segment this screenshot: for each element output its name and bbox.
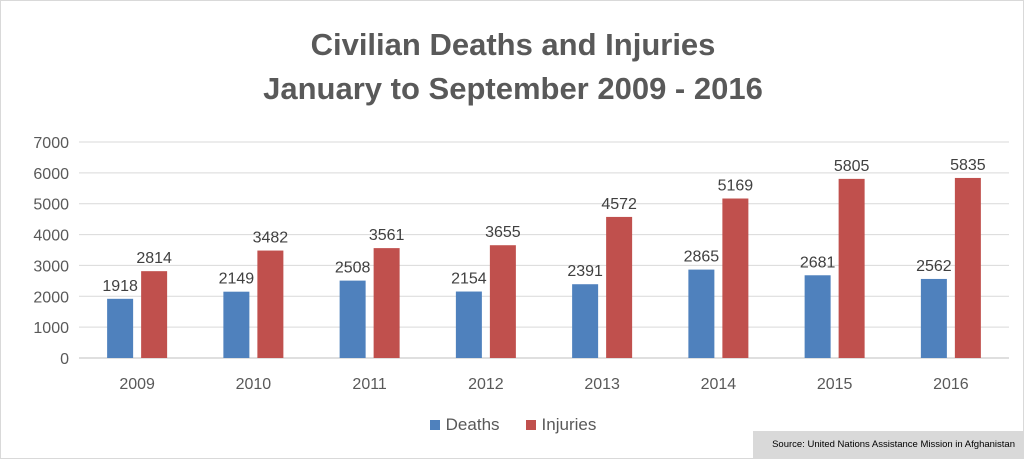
y-axis: 0 1000 2000 3000 4000 5000 6000 7000 bbox=[33, 135, 69, 368]
y-tick-label-5000: 5000 bbox=[33, 197, 69, 214]
y-tick-label-7000: 7000 bbox=[33, 135, 69, 152]
legend-label-injuries: Injuries bbox=[541, 415, 597, 434]
bar-injuries-2009 bbox=[141, 271, 168, 358]
x-tick-label-2011: 2011 bbox=[352, 376, 387, 393]
y-tick-label-2000: 2000 bbox=[33, 289, 69, 306]
bar-deaths-2011 bbox=[339, 280, 366, 358]
y-tick-label-6000: 6000 bbox=[33, 166, 69, 183]
data-label-deaths-2016: 2562 bbox=[916, 258, 952, 275]
data-label-deaths-2012: 2154 bbox=[451, 271, 487, 288]
data-label-deaths-2015: 2681 bbox=[800, 254, 836, 271]
bar-deaths-2016 bbox=[920, 278, 947, 358]
x-axis: 2009 2010 2011 2012 2013 2014 2015 2016 bbox=[119, 376, 968, 393]
data-label-injuries-2009: 2814 bbox=[136, 250, 172, 267]
source-note: Source: United Nations Assistance Missio… bbox=[753, 431, 1023, 458]
data-label-deaths-2010: 2149 bbox=[219, 271, 255, 288]
y-tick-label-1000: 1000 bbox=[33, 320, 69, 337]
y-tick-label-3000: 3000 bbox=[33, 258, 69, 275]
legend-swatch-injuries bbox=[525, 420, 536, 430]
x-tick-label-2016: 2016 bbox=[933, 376, 969, 393]
chart-title: Civilian Deaths and Injuries January to … bbox=[1, 23, 1024, 111]
x-tick-label-2013: 2013 bbox=[584, 376, 620, 393]
bar-injuries-2011 bbox=[373, 248, 400, 358]
data-label-injuries-2016: 5835 bbox=[950, 157, 986, 174]
bar-deaths-2010 bbox=[223, 291, 250, 358]
data-label-injuries-2012: 3655 bbox=[485, 224, 521, 241]
bar-deaths-2012 bbox=[455, 291, 482, 358]
legend: Deaths Injuries bbox=[1, 415, 1024, 435]
bar-injuries-2010 bbox=[257, 250, 284, 358]
bar-deaths-2015 bbox=[804, 275, 831, 358]
source-text: Source: United Nations Assistance Missio… bbox=[772, 439, 1015, 450]
data-label-deaths-2013: 2391 bbox=[567, 263, 603, 280]
bar-injuries-2015 bbox=[838, 178, 865, 358]
gridlines bbox=[79, 141, 1009, 359]
data-label-injuries-2013: 4572 bbox=[601, 196, 637, 213]
data-label-deaths-2009: 1918 bbox=[102, 278, 138, 295]
bar-deaths-2013 bbox=[572, 284, 599, 358]
bar-chart: 0 1000 2000 3000 4000 5000 6000 7000 1918 2814 21… bbox=[33, 135, 1009, 393]
y-tick-label-4000: 4000 bbox=[33, 228, 69, 245]
bar-deaths-2009 bbox=[107, 298, 134, 358]
bar-injuries-2016 bbox=[954, 177, 981, 358]
bar-deaths-2014 bbox=[688, 269, 715, 358]
x-tick-label-2015: 2015 bbox=[817, 376, 853, 393]
y-tick-label-0: 0 bbox=[60, 351, 69, 368]
bar-injuries-2013 bbox=[606, 216, 633, 358]
data-label-deaths-2011: 2508 bbox=[335, 260, 371, 277]
x-tick-label-2014: 2014 bbox=[701, 376, 737, 393]
x-tick-label-2010: 2010 bbox=[236, 376, 272, 393]
chart-title-line1: Civilian Deaths and Injuries bbox=[310, 27, 716, 62]
data-label-injuries-2010: 3482 bbox=[253, 230, 289, 247]
bar-injuries-2014 bbox=[722, 198, 749, 358]
data-label-deaths-2014: 2865 bbox=[684, 249, 720, 266]
bars: 1918 2814 2149 3482 2508 3561 2154 3655 2391 4572… bbox=[102, 157, 986, 358]
x-tick-label-2012: 2012 bbox=[468, 376, 504, 393]
data-label-injuries-2011: 3561 bbox=[369, 227, 405, 244]
data-label-injuries-2014: 5169 bbox=[718, 177, 754, 194]
legend-item-injuries: Injuries bbox=[525, 415, 597, 435]
data-label-injuries-2015: 5805 bbox=[834, 158, 870, 175]
legend-item-deaths: Deaths bbox=[429, 415, 500, 435]
legend-swatch-deaths bbox=[429, 420, 440, 430]
chart-title-line2: January to September 2009 - 2016 bbox=[263, 71, 763, 106]
bar-injuries-2012 bbox=[489, 245, 516, 358]
x-tick-label-2009: 2009 bbox=[119, 376, 155, 393]
legend-label-deaths: Deaths bbox=[445, 415, 500, 434]
